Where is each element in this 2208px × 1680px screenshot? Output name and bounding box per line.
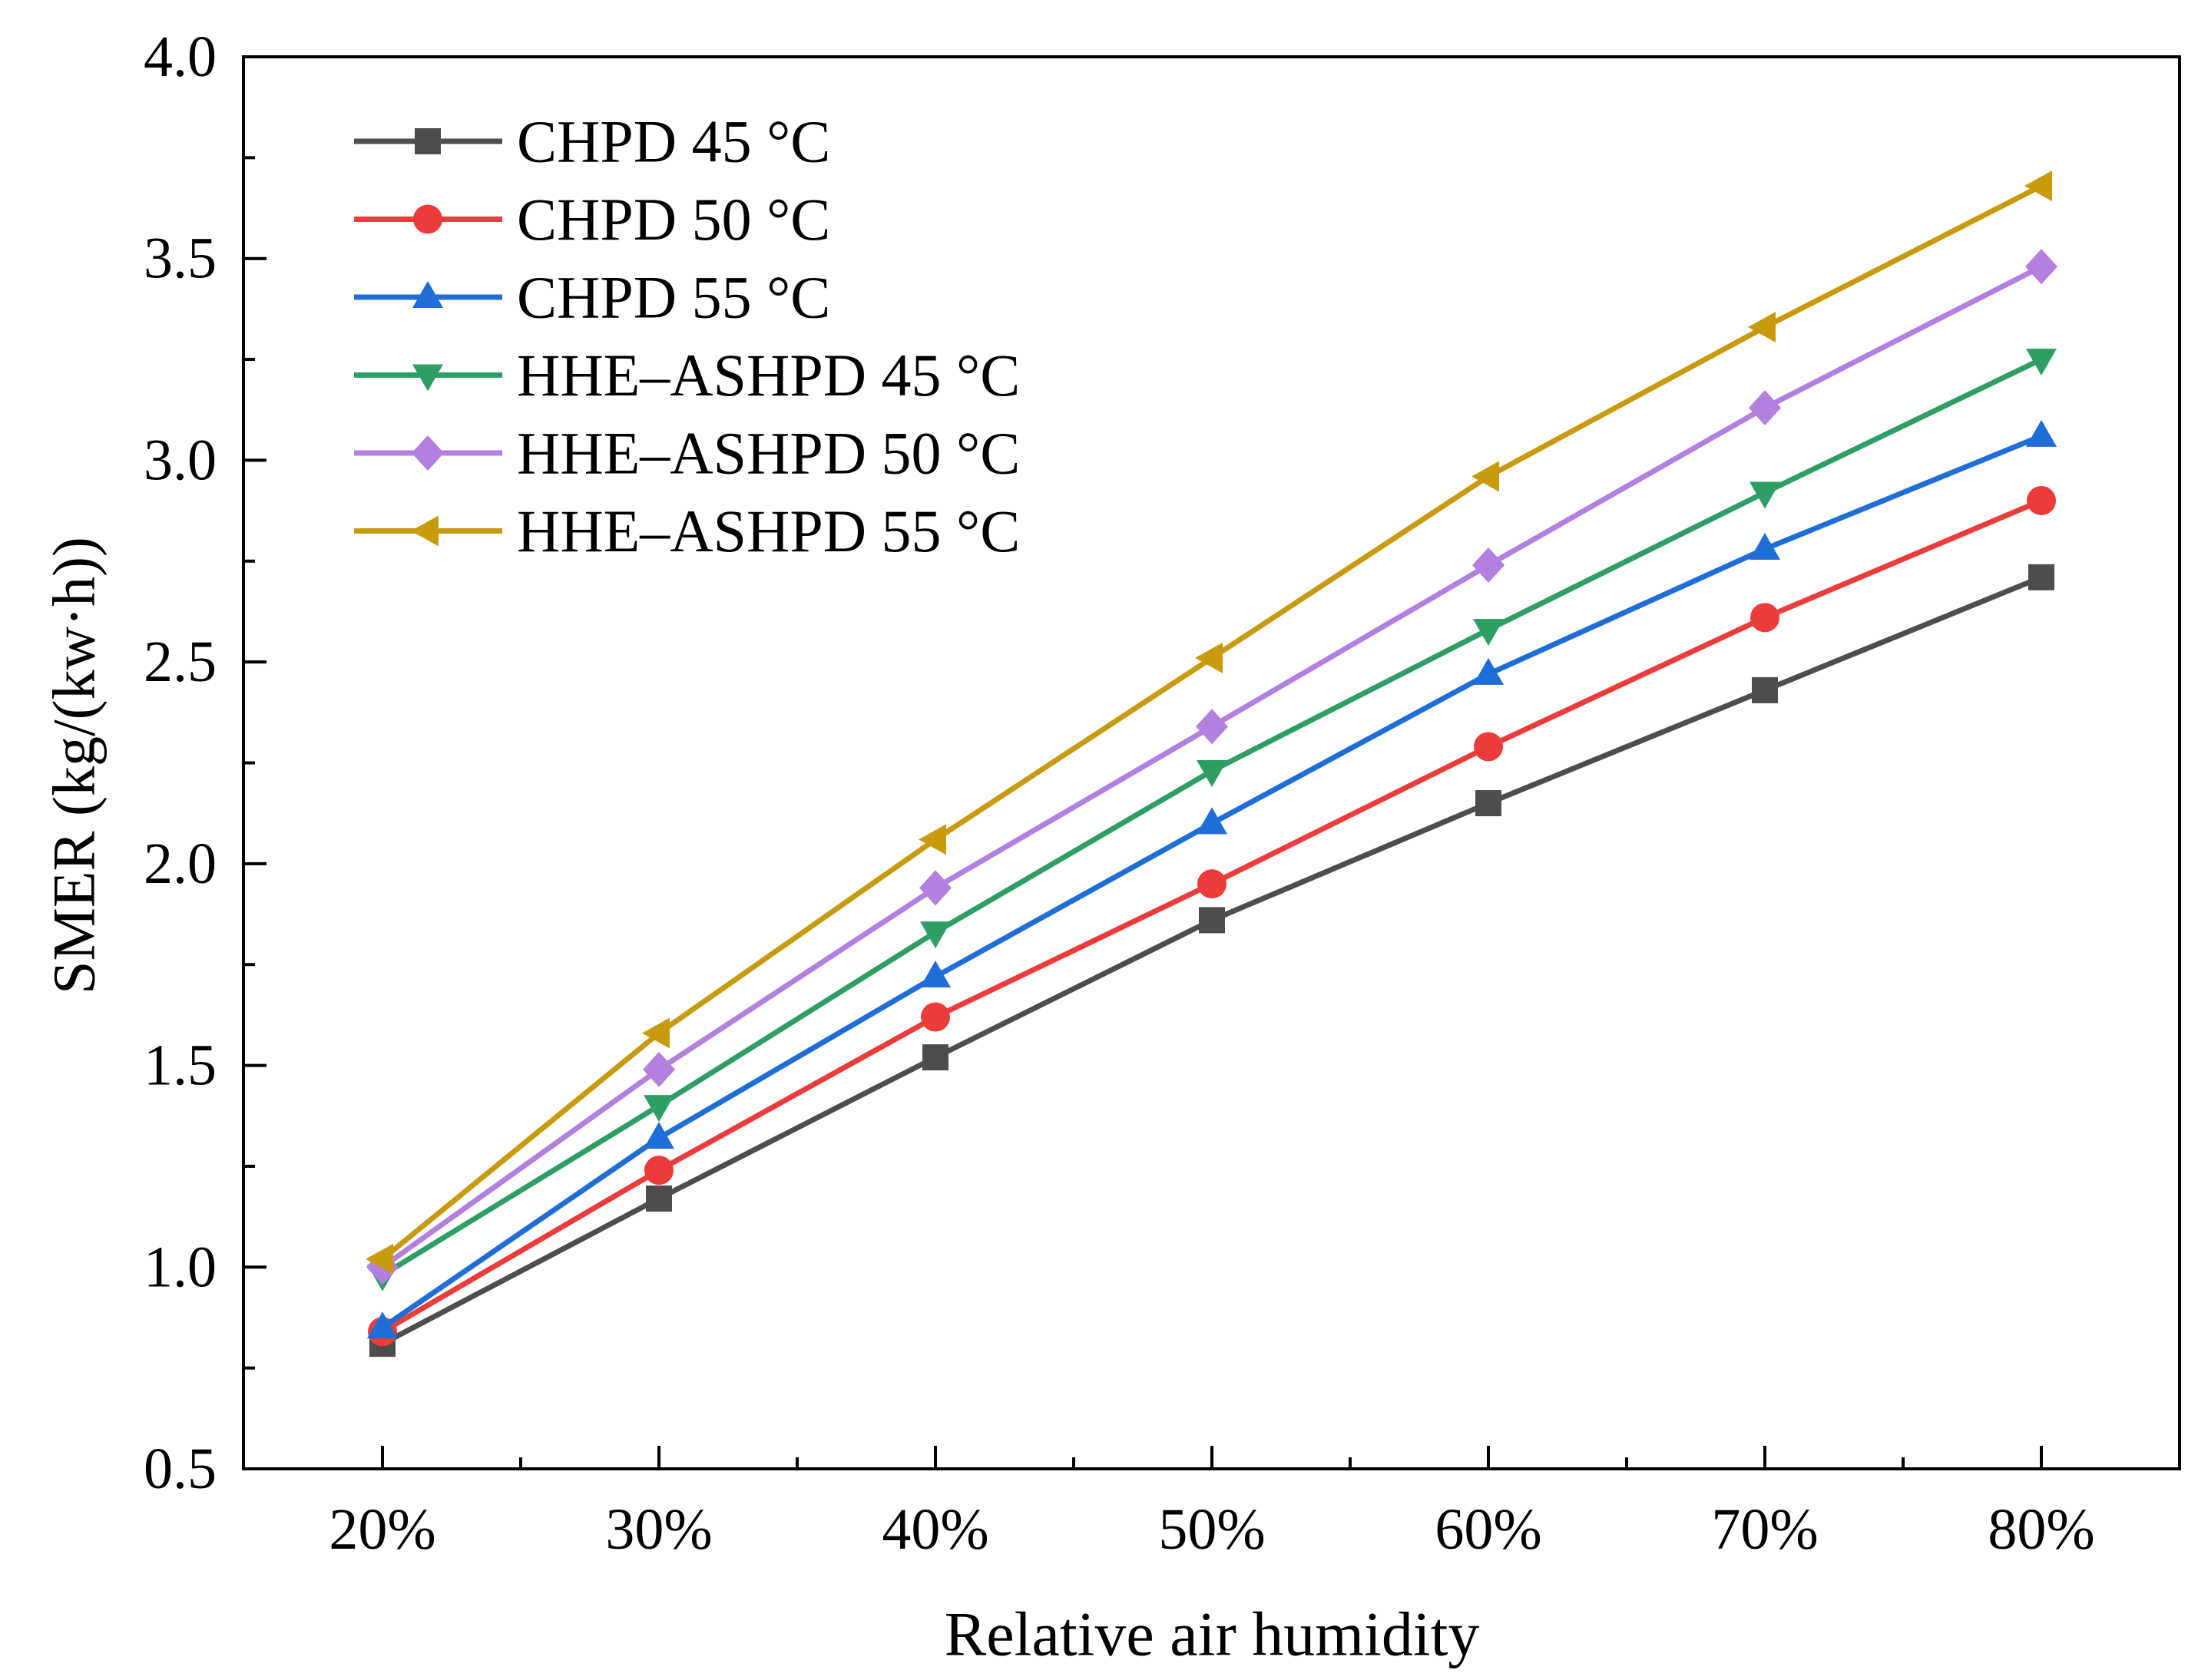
data-point — [1473, 657, 1504, 685]
plot-frame — [242, 55, 2181, 1470]
data-point — [1752, 676, 1778, 703]
data-point — [644, 1122, 674, 1149]
data-point — [643, 1051, 675, 1087]
series-4 — [366, 249, 2057, 1285]
data-point — [1475, 790, 1501, 817]
data-point — [2026, 419, 2057, 447]
axis-ticks: 0.5 1.0 1.5 2.0 2.5 3.0 3.5 4.0 20% 30% 40% 50% 60% 7… — [144, 25, 2095, 1562]
x-tick-label: 70% — [1711, 1497, 1818, 1562]
data-point — [1196, 709, 1228, 745]
y-tick-label: 1.0 — [144, 1235, 217, 1299]
legend-marker — [412, 364, 443, 392]
legend-marker — [413, 204, 442, 234]
data-point — [1473, 619, 1504, 647]
legend-marker — [415, 128, 441, 154]
y-tick-label: 2.5 — [144, 630, 217, 694]
data-point — [644, 1156, 674, 1186]
y-tick-label: 0.5 — [144, 1437, 217, 1501]
data-point — [646, 1185, 672, 1212]
series-3 — [367, 349, 2057, 1291]
data-point — [1199, 907, 1225, 934]
legend-entry: CHPD 45 °C — [354, 108, 830, 175]
data-point — [1750, 533, 1780, 561]
data-point — [1748, 312, 1776, 343]
data-point — [366, 1243, 393, 1275]
data-point — [1750, 603, 1779, 633]
legend-marker — [412, 435, 444, 471]
data-point — [920, 960, 951, 987]
x-axis-title: Relative air humidity — [945, 1599, 1480, 1669]
x-tick-label: 20% — [329, 1497, 435, 1562]
legend-marker — [412, 281, 443, 308]
x-tick-label: 50% — [1158, 1497, 1265, 1562]
x-tick-label: 60% — [1435, 1497, 1541, 1562]
y-tick-label: 1.5 — [144, 1033, 217, 1098]
data-series — [366, 170, 2057, 1358]
y-axis-title: SMER (kg/(kw·h)) — [41, 537, 108, 994]
x-tick-label: 80% — [1988, 1497, 2094, 1562]
y-tick-label: 3.0 — [144, 428, 217, 492]
legend-label: HHE–ASHPD 55 °C — [517, 498, 1020, 564]
data-point — [1472, 547, 1505, 584]
data-point — [644, 1095, 674, 1123]
data-point — [2028, 564, 2054, 590]
y-tick-label: 4.0 — [144, 25, 217, 89]
data-point — [2025, 249, 2057, 285]
data-point — [642, 1017, 670, 1049]
legend-marker — [411, 515, 439, 547]
legend-entry: CHPD 50 °C — [354, 186, 830, 253]
data-point — [920, 921, 951, 949]
x-tick-label: 30% — [605, 1497, 712, 1562]
data-point — [1197, 807, 1227, 835]
legend-entry: HHE–ASHPD 45 °C — [354, 342, 1020, 408]
legend-entry: HHE–ASHPD 55 °C — [354, 498, 1020, 564]
data-point — [919, 824, 946, 855]
legend-label: HHE–ASHPD 50 °C — [517, 420, 1020, 487]
data-point — [1471, 461, 1499, 492]
data-point — [367, 1311, 398, 1339]
data-point — [1197, 760, 1227, 788]
series-2 — [367, 419, 2057, 1339]
data-point — [1749, 390, 1781, 426]
y-tick-label: 3.5 — [144, 227, 217, 291]
legend-entry: HHE–ASHPD 50 °C — [354, 420, 1020, 487]
data-point — [2024, 170, 2052, 202]
legend-label: HHE–ASHPD 45 °C — [517, 342, 1020, 408]
data-point — [1195, 642, 1223, 673]
x-tick-label: 40% — [882, 1497, 988, 1562]
y-tick-label: 2.0 — [144, 832, 217, 896]
legend-label: CHPD 50 °C — [517, 186, 830, 253]
data-point — [1750, 481, 1780, 509]
data-point — [1197, 869, 1226, 899]
legend-entry: CHPD 55 °C — [354, 264, 830, 331]
data-point — [1474, 732, 1503, 762]
series-5 — [366, 170, 2052, 1275]
data-point — [2026, 349, 2057, 376]
legend-label: CHPD 55 °C — [517, 264, 830, 331]
legend-label: CHPD 45 °C — [517, 108, 830, 175]
data-point — [919, 870, 952, 906]
legend: CHPD 45 °C CHPD 50 °C CHPD 55 °C HHE–ASHPD … — [354, 108, 1020, 564]
series-0 — [369, 564, 2054, 1358]
data-point — [922, 1044, 948, 1071]
data-point — [2027, 485, 2056, 515]
data-point — [921, 1002, 950, 1032]
